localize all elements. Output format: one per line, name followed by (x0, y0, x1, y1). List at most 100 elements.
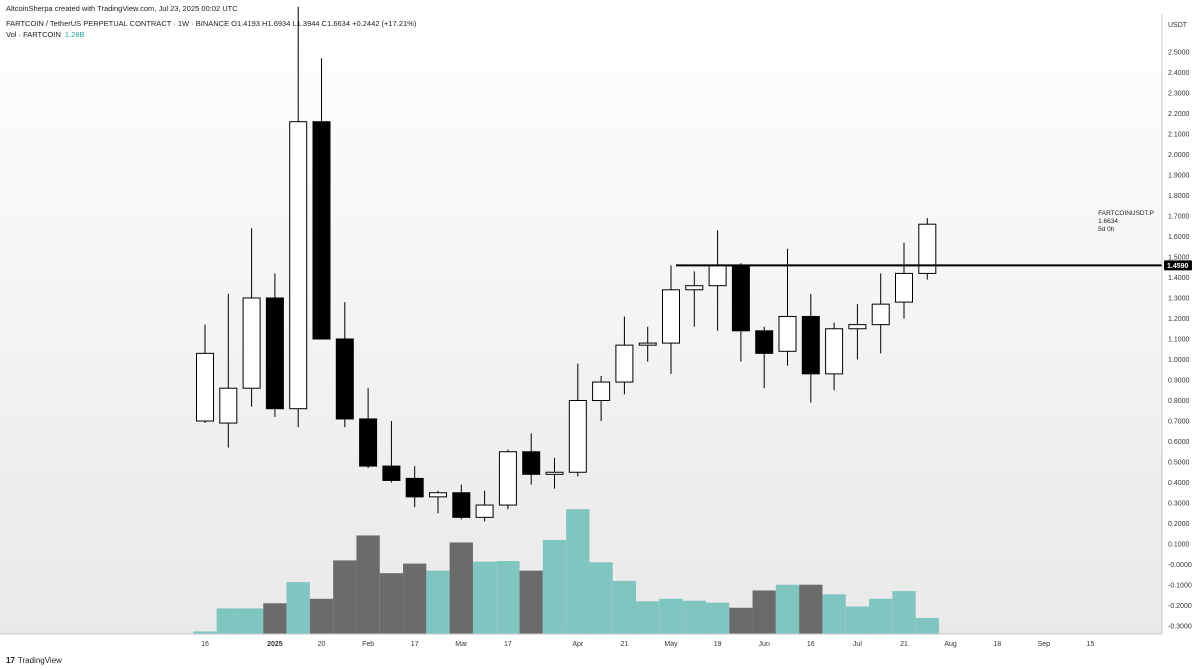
price-axis[interactable]: 2.5000 2.4000 2.3000 2.2000 2.1000 2.0000 1.90… (1168, 50, 1192, 631)
volume-bar (915, 618, 939, 634)
price-tick-label: -0.1000 (1168, 583, 1192, 590)
candle[interactable] (871, 273, 890, 354)
candle[interactable] (825, 322, 844, 391)
volume-bar (542, 539, 567, 634)
price-tick-label: -0.2000 (1168, 603, 1192, 610)
volume-bar (822, 594, 846, 634)
candle-body (918, 223, 937, 274)
candle[interactable] (708, 230, 727, 331)
candles (196, 6, 937, 522)
volume-bar (612, 580, 637, 634)
candle[interactable] (312, 58, 331, 340)
bar-countdown: 5d 0h (1098, 225, 1115, 233)
price-tick-label: 1.8000 (1168, 193, 1190, 200)
candle[interactable] (429, 490, 447, 514)
time-tick-label: 17 (504, 641, 512, 648)
symbol-legend[interactable]: FARTCOIN / TetherUS PERPETUAL CONTRACT ·… (6, 19, 417, 28)
tradingview-logo-icon: 17 (6, 656, 15, 665)
candle[interactable] (778, 248, 797, 366)
candle-body (382, 465, 401, 481)
volume-bar (403, 563, 427, 634)
candle[interactable] (592, 375, 611, 421)
candle[interactable] (382, 421, 401, 483)
candle[interactable] (522, 433, 541, 485)
candle[interactable] (196, 324, 214, 424)
volume-bar (472, 561, 497, 634)
price-tick-label: 1.0000 (1168, 357, 1190, 364)
volume-legend-label: Vol · FARTCOIN (6, 30, 61, 39)
candle-body (196, 352, 214, 422)
time-tick-label: 21 (621, 641, 629, 648)
candle[interactable] (895, 242, 913, 319)
candle[interactable] (289, 6, 308, 428)
candle[interactable] (615, 316, 634, 395)
volume-bar (286, 582, 310, 634)
time-tick-label: 18 (993, 641, 1001, 648)
candle-body (731, 264, 750, 332)
candle-body (895, 272, 913, 303)
price-tick-label: 2.5000 (1168, 50, 1190, 57)
candle-body (592, 381, 611, 401)
price-tick-label: 2.4000 (1168, 70, 1190, 77)
volume-bar (799, 584, 823, 634)
price-axis-unit: USDT (1168, 22, 1188, 29)
time-tick-label: 17 (411, 641, 419, 648)
volume-legend-value: 1.28B (64, 30, 85, 39)
candle[interactable] (918, 218, 937, 280)
candle[interactable] (359, 388, 378, 469)
candle[interactable] (801, 293, 820, 403)
price-tick-label: 0.2000 (1168, 521, 1190, 528)
candle-body (848, 324, 867, 330)
tradingview-logo-text: TradingView (17, 656, 62, 665)
price-tick-label: -0.0000 (1168, 562, 1192, 569)
candle-body (242, 297, 261, 389)
candle[interactable] (475, 490, 494, 522)
candle-body (312, 121, 331, 340)
candle-body (359, 418, 378, 467)
candle[interactable] (219, 293, 238, 448)
tradingview-logo[interactable]: 17 TradingView (6, 656, 62, 665)
candle-body (662, 289, 680, 344)
price-tick-label: 0.9000 (1168, 378, 1190, 385)
candle-body (568, 400, 587, 473)
time-tick-label: Aug (944, 641, 957, 648)
candle[interactable] (638, 326, 657, 362)
candle[interactable] (405, 466, 424, 508)
candle[interactable] (242, 228, 261, 407)
candle-body (638, 342, 657, 346)
volume-bar (193, 631, 217, 634)
candle[interactable] (685, 271, 704, 327)
time-tick-label: 16 (807, 641, 815, 648)
candle-body (615, 344, 634, 383)
candle-body (545, 471, 564, 475)
volume-bar (333, 560, 357, 634)
volume-bar (263, 603, 287, 634)
candle[interactable] (498, 449, 517, 510)
volume-bar (566, 509, 590, 634)
volume-bar (636, 601, 660, 634)
candle[interactable] (568, 363, 587, 477)
candle[interactable] (848, 304, 867, 360)
candle[interactable] (335, 302, 354, 428)
price-tick-label: 0.5000 (1168, 460, 1190, 467)
candle-body (475, 504, 494, 518)
candle[interactable] (662, 265, 680, 374)
candle[interactable] (265, 273, 284, 417)
current-price-value: 1.6634 (1098, 217, 1119, 225)
time-axis[interactable]: 16 2025 20 Feb 17 Mar 17 Apr 21 May 19 Jun 16 Jul 21 Au… (201, 641, 1094, 648)
level-price-tag: 1.4590 (1164, 260, 1192, 271)
volume-legend[interactable]: Vol · FARTCOIN 1.28B (6, 30, 84, 39)
candle[interactable] (755, 326, 774, 389)
volume-bar (775, 584, 800, 634)
time-tick-label: 19 (714, 641, 722, 648)
time-tick-label: Mar (455, 641, 468, 648)
candle[interactable] (545, 457, 564, 489)
volume-bar (845, 606, 870, 634)
price-tick-label: 1.9000 (1168, 173, 1190, 180)
level-tag-text: 1.4590 (1167, 263, 1189, 270)
price-tick-label: 1.2000 (1168, 316, 1190, 323)
candle-body (265, 297, 284, 410)
candle[interactable] (452, 484, 471, 520)
volume-bar (496, 561, 520, 634)
